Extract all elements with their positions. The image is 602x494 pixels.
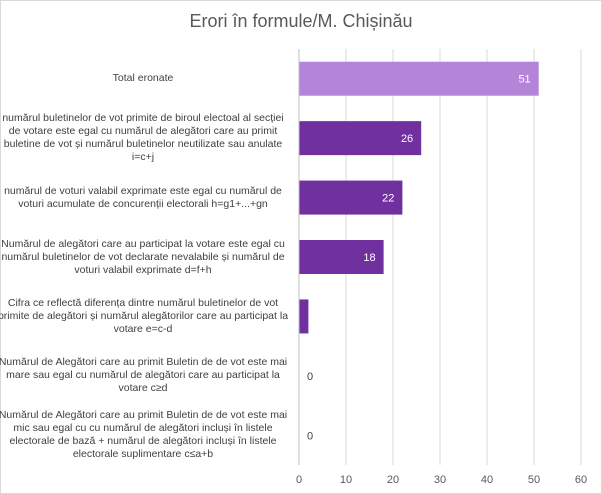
x-tick-label: 50 — [528, 474, 540, 486]
bar — [299, 180, 403, 215]
x-tick-label: 60 — [575, 474, 587, 486]
bar — [299, 240, 384, 274]
bar — [299, 121, 422, 156]
data-label: 18 — [363, 252, 375, 264]
data-label: 22 — [382, 193, 394, 205]
x-tick-label: 20 — [387, 474, 399, 486]
category-label: Numărul de Alegători care au primit Bule… — [0, 409, 288, 461]
category-label: Cifra ce reflectă diferența dintre număr… — [0, 296, 289, 335]
x-tick-label: 40 — [481, 474, 493, 486]
data-label: 51 — [518, 74, 530, 86]
bar — [299, 299, 309, 334]
x-tick-label: 0 — [296, 474, 302, 486]
category-label: numărul buletinelor de vot primite de bi… — [2, 112, 284, 164]
data-label: 0 — [307, 371, 313, 383]
category-label: Numărul de alegători care au participat … — [1, 237, 285, 276]
category-label: Total eronate — [112, 72, 174, 85]
data-label: 26 — [401, 133, 413, 145]
x-tick-label: 30 — [434, 474, 446, 486]
category-label: Numărul de Alegători care au primit Bule… — [0, 356, 288, 395]
category-label: numărul de voturi valabil exprimate este… — [4, 184, 282, 210]
data-label: 0 — [307, 430, 313, 442]
bar — [299, 61, 539, 96]
chart-title: Erori în formule/M. Chișinău — [189, 11, 413, 31]
x-tick-label: 10 — [340, 474, 352, 486]
